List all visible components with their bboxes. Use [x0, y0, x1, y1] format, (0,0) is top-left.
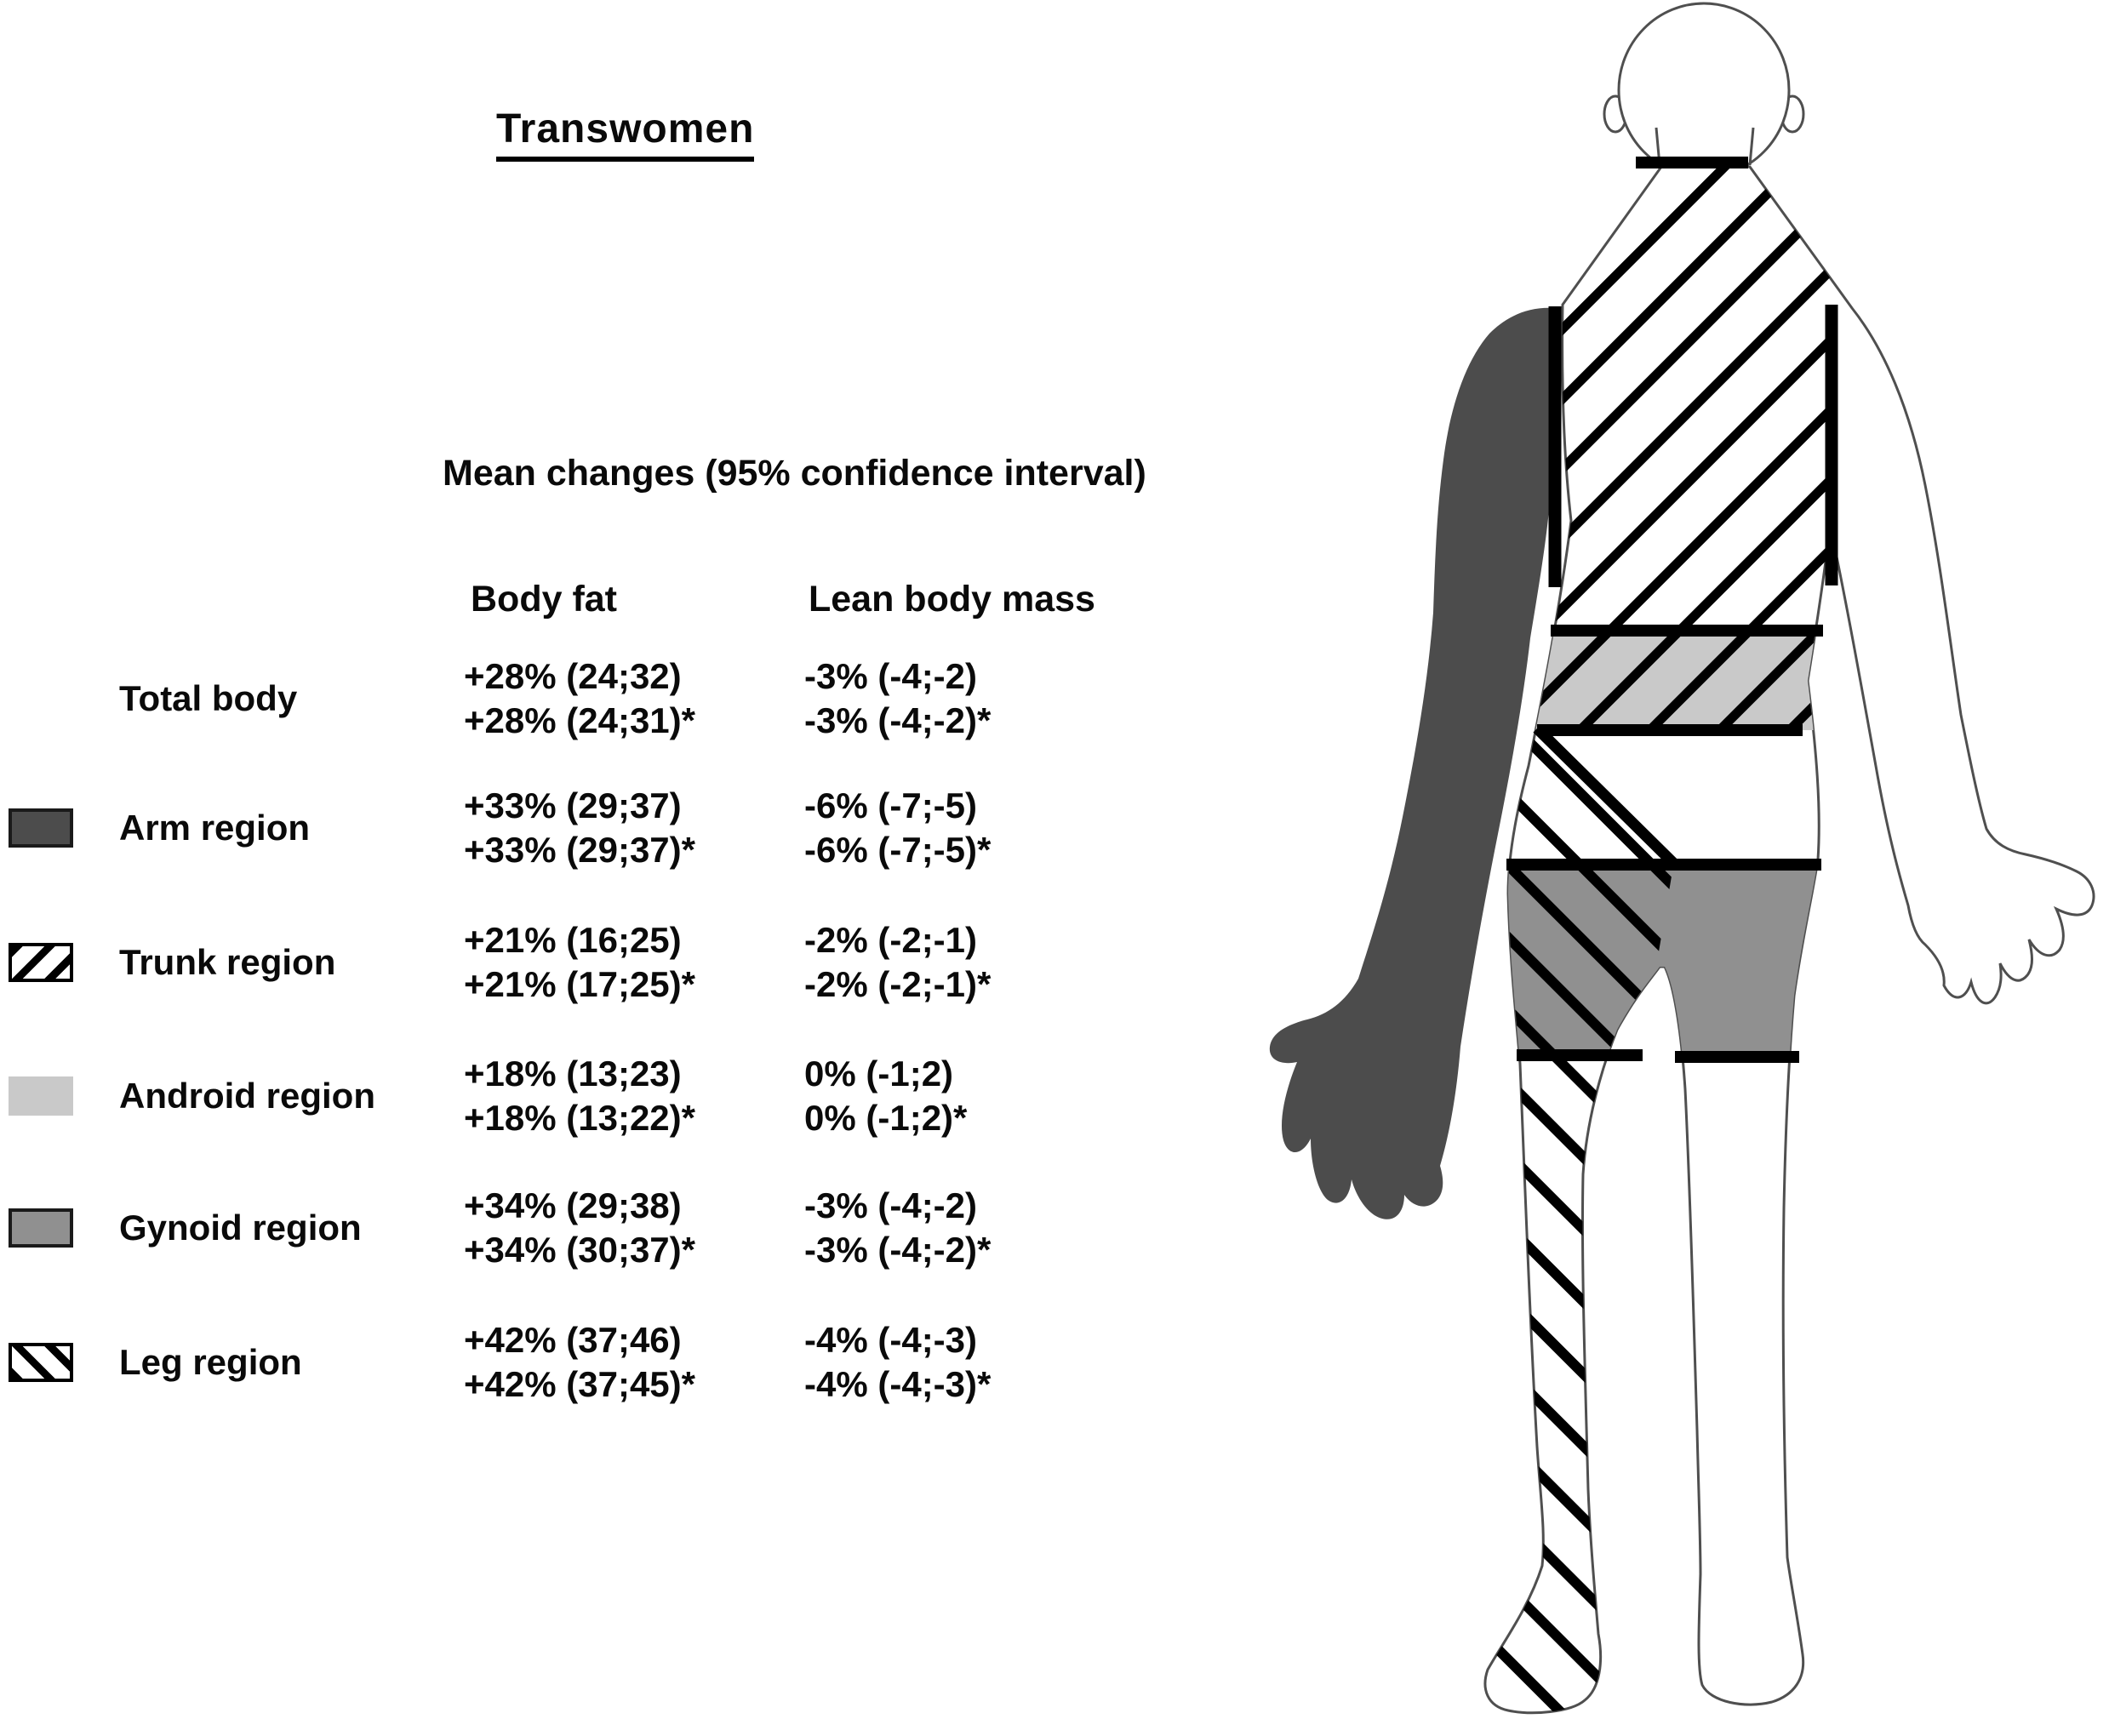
region-label: Leg region	[119, 1342, 302, 1382]
table-row-trunk-region: Trunk region +21% (16;25) +21% (17;25)* -…	[0, 918, 1243, 1007]
value-line: +34% (30;37)*	[464, 1230, 695, 1270]
value-line: 0% (-1;2)	[804, 1054, 954, 1094]
neck-line-right	[1748, 127, 1755, 166]
table-row-total-body: Total body +28% (24;32) +28% (24;31)* -3%…	[0, 654, 1243, 743]
legend-swatch-android-region	[9, 1076, 73, 1116]
lean-body-mass-values: -3% (-4;-2) -3% (-4;-2)*	[804, 1184, 991, 1272]
gynoid-left-hatch	[1485, 866, 1673, 1057]
human-figure-svg	[1269, 2, 2095, 1715]
value-line: -2% (-2;-1)	[804, 920, 978, 960]
body-fat-values: +21% (16;25) +21% (17;25)*	[464, 918, 695, 1007]
value-line: -6% (-7;-5)	[804, 785, 978, 825]
region-label: Android region	[119, 1076, 375, 1116]
value-line: +21% (17;25)*	[464, 964, 695, 1004]
value-line: -3% (-4;-2)	[804, 656, 978, 696]
body-fat-values: +33% (29;37) +33% (29;37)*	[464, 784, 695, 872]
value-line: +42% (37;45)*	[464, 1364, 695, 1404]
human-figure-diagram	[1234, 0, 2109, 1736]
value-line: +28% (24;31)*	[464, 700, 695, 740]
value-line: +33% (29;37)	[464, 785, 682, 825]
lean-body-mass-values: -6% (-7;-5) -6% (-7;-5)*	[804, 784, 991, 872]
arm-region-silhouette	[1269, 307, 1555, 1219]
lean-body-mass-values: -4% (-4;-3) -4% (-4;-3)*	[804, 1318, 991, 1407]
value-line: +33% (29;37)*	[464, 830, 695, 870]
hip-leg-cut-hatch	[1485, 730, 1678, 866]
value-line: +18% (13;22)*	[464, 1098, 695, 1138]
table-subtitle: Mean changes (95% confidence interval)	[443, 453, 1146, 494]
value-line: +21% (16;25)	[464, 920, 682, 960]
value-line: +28% (24;32)	[464, 656, 682, 696]
region-label: Total body	[119, 678, 298, 718]
value-line: -2% (-2;-1)*	[804, 964, 992, 1004]
leg-region-hatch	[1485, 1059, 1658, 1713]
value-line: -6% (-7;-5)*	[804, 830, 992, 870]
column-header-lean-body-mass: Lean body mass	[809, 579, 1095, 620]
region-label: Gynoid region	[119, 1208, 362, 1248]
android-region-hatch	[1505, 637, 1838, 730]
figure-title: Transwomen	[496, 106, 755, 162]
region-label: Arm region	[119, 808, 311, 848]
legend-swatch-trunk-region	[9, 943, 73, 982]
lean-body-mass-values: -3% (-4;-2) -3% (-4;-2)*	[804, 654, 991, 743]
table-row-arm-region: Arm region +33% (29;37) +33% (29;37)* -6%…	[0, 784, 1243, 872]
value-line: -4% (-4;-3)	[804, 1320, 978, 1360]
legend-swatch-arm-region	[9, 808, 73, 848]
value-line: +18% (13;23)	[464, 1054, 682, 1094]
table-row-android-region: Android region +18% (13;23) +18% (13;22)*…	[0, 1052, 1243, 1140]
lean-body-mass-values: -2% (-2;-1) -2% (-2;-1)*	[804, 918, 991, 1007]
value-line: -4% (-4;-3)*	[804, 1364, 992, 1404]
trunk-region-hatch	[1555, 167, 1838, 631]
legend-swatch-gynoid-region	[9, 1208, 73, 1248]
pelvic-cut-line	[1533, 724, 1679, 869]
body-fat-values: +34% (29;38) +34% (30;37)*	[464, 1184, 695, 1272]
lean-body-mass-values: 0% (-1;2) 0% (-1;2)*	[804, 1052, 967, 1140]
value-line: -3% (-4;-2)	[804, 1185, 978, 1225]
body-fat-values: +42% (37;46) +42% (37;45)*	[464, 1318, 695, 1407]
table-row-leg-region: Leg region +42% (37;46) +42% (37;45)* -4%…	[0, 1318, 1243, 1407]
table-row-gynoid-region: Gynoid region +34% (29;38) +34% (30;37)* …	[0, 1184, 1243, 1272]
value-line: 0% (-1;2)*	[804, 1098, 968, 1138]
value-line: -3% (-4;-2)*	[804, 1230, 992, 1270]
value-line: +42% (37;46)	[464, 1320, 682, 1360]
value-line: +34% (29;38)	[464, 1185, 682, 1225]
head	[1617, 2, 1791, 179]
legend-swatch-leg-region	[9, 1343, 73, 1382]
region-label: Trunk region	[119, 942, 336, 982]
body-fat-values: +28% (24;32) +28% (24;31)*	[464, 654, 695, 743]
body-fat-values: +18% (13;23) +18% (13;22)*	[464, 1052, 695, 1140]
value-line: -3% (-4;-2)*	[804, 700, 992, 740]
column-header-body-fat: Body fat	[471, 579, 617, 620]
